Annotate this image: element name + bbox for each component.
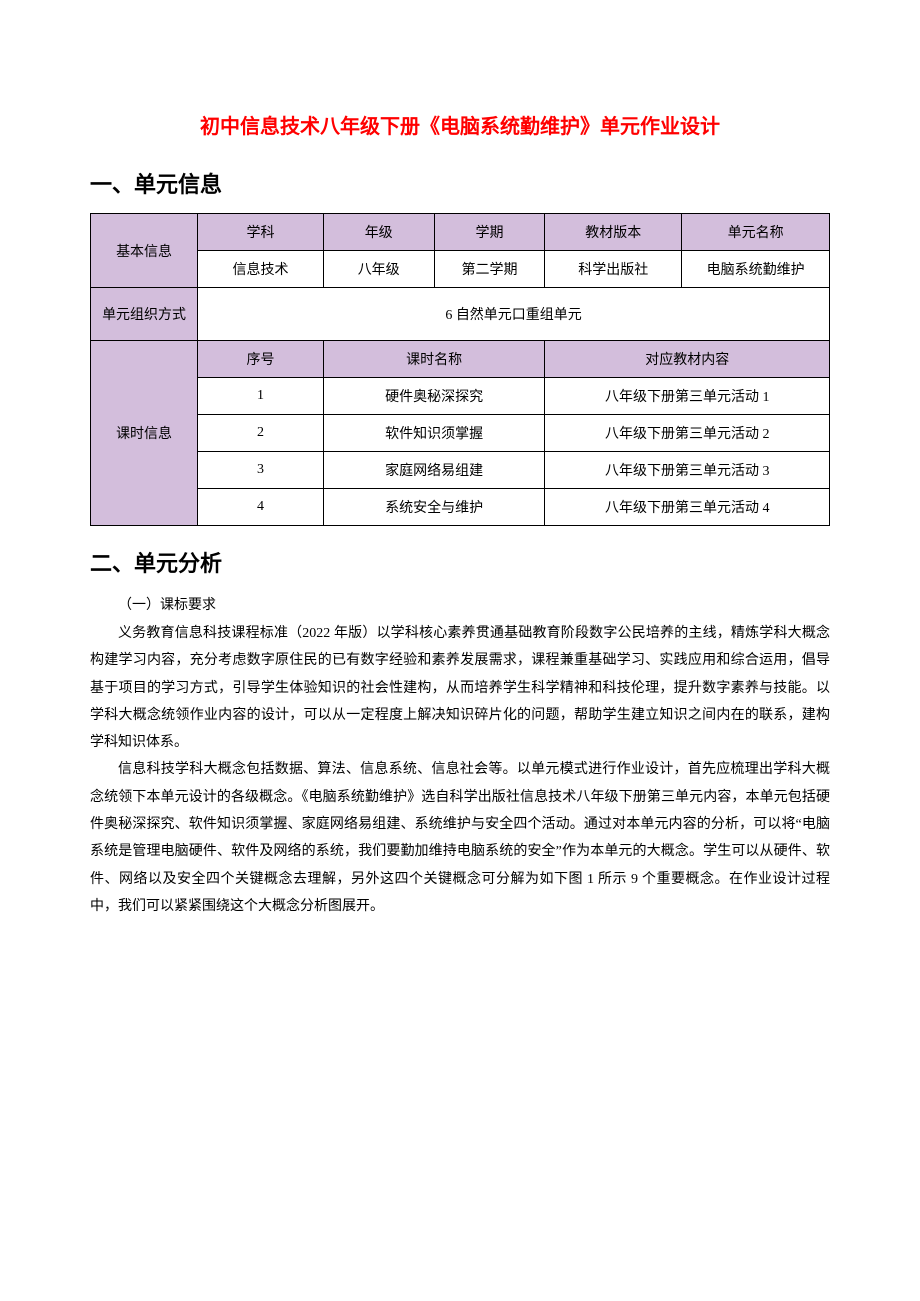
th-unitname: 单元名称: [682, 214, 830, 251]
lesson-name: 硬件奥秘深探究: [323, 378, 545, 415]
th-lesson-ref: 对应教材内容: [545, 341, 830, 378]
lesson-no: 3: [198, 452, 324, 489]
org-value: 6 自然单元口重组单元: [198, 288, 830, 341]
basic-info-label: 基本信息: [91, 214, 198, 288]
lesson-no: 1: [198, 378, 324, 415]
section-1-heading: 一、单元信息: [90, 167, 830, 199]
table-row: 2 软件知识须掌握 八年级下册第三单元活动 2: [91, 415, 830, 452]
body-paragraph-2: 信息科技学科大概念包括数据、算法、信息系统、信息社会等。以单元模式进行作业设计，…: [90, 756, 830, 920]
table-row: 4 系统安全与维护 八年级下册第三单元活动 4: [91, 489, 830, 526]
lesson-ref: 八年级下册第三单元活动 3: [545, 452, 830, 489]
section-2-heading: 二、单元分析: [90, 546, 830, 578]
th-textbook: 教材版本: [545, 214, 682, 251]
table-row: 3 家庭网络易组建 八年级下册第三单元活动 3: [91, 452, 830, 489]
th-lesson-name: 课时名称: [323, 341, 545, 378]
td-subject: 信息技术: [198, 251, 324, 288]
lesson-ref: 八年级下册第三单元活动 2: [545, 415, 830, 452]
th-subject: 学科: [198, 214, 324, 251]
lesson-name: 家庭网络易组建: [323, 452, 545, 489]
lesson-ref: 八年级下册第三单元活动 4: [545, 489, 830, 526]
lesson-name: 系统安全与维护: [323, 489, 545, 526]
lesson-no: 4: [198, 489, 324, 526]
body-paragraph-1: 义务教育信息科技课程标准（2022 年版）以学科核心素养贯通基础教育阶段数字公民…: [90, 620, 830, 756]
unit-info-table: 基本信息 学科 年级 学期 教材版本 单元名称 信息技术 八年级 第二学期 科学…: [90, 213, 830, 526]
org-label: 单元组织方式: [91, 288, 198, 341]
lesson-name: 软件知识须掌握: [323, 415, 545, 452]
td-textbook: 科学出版社: [545, 251, 682, 288]
th-grade: 年级: [323, 214, 434, 251]
lesson-no: 2: [198, 415, 324, 452]
td-grade: 八年级: [323, 251, 434, 288]
td-term: 第二学期: [434, 251, 545, 288]
th-seq: 序号: [198, 341, 324, 378]
lesson-info-label: 课时信息: [91, 341, 198, 526]
document-title: 初中信息技术八年级下册《电脑系统勤维护》单元作业设计: [90, 110, 830, 139]
th-term: 学期: [434, 214, 545, 251]
subsection-title: （一）课标要求: [90, 594, 830, 614]
lesson-ref: 八年级下册第三单元活动 1: [545, 378, 830, 415]
td-unitname: 电脑系统勤维护: [682, 251, 830, 288]
table-row: 1 硬件奥秘深探究 八年级下册第三单元活动 1: [91, 378, 830, 415]
